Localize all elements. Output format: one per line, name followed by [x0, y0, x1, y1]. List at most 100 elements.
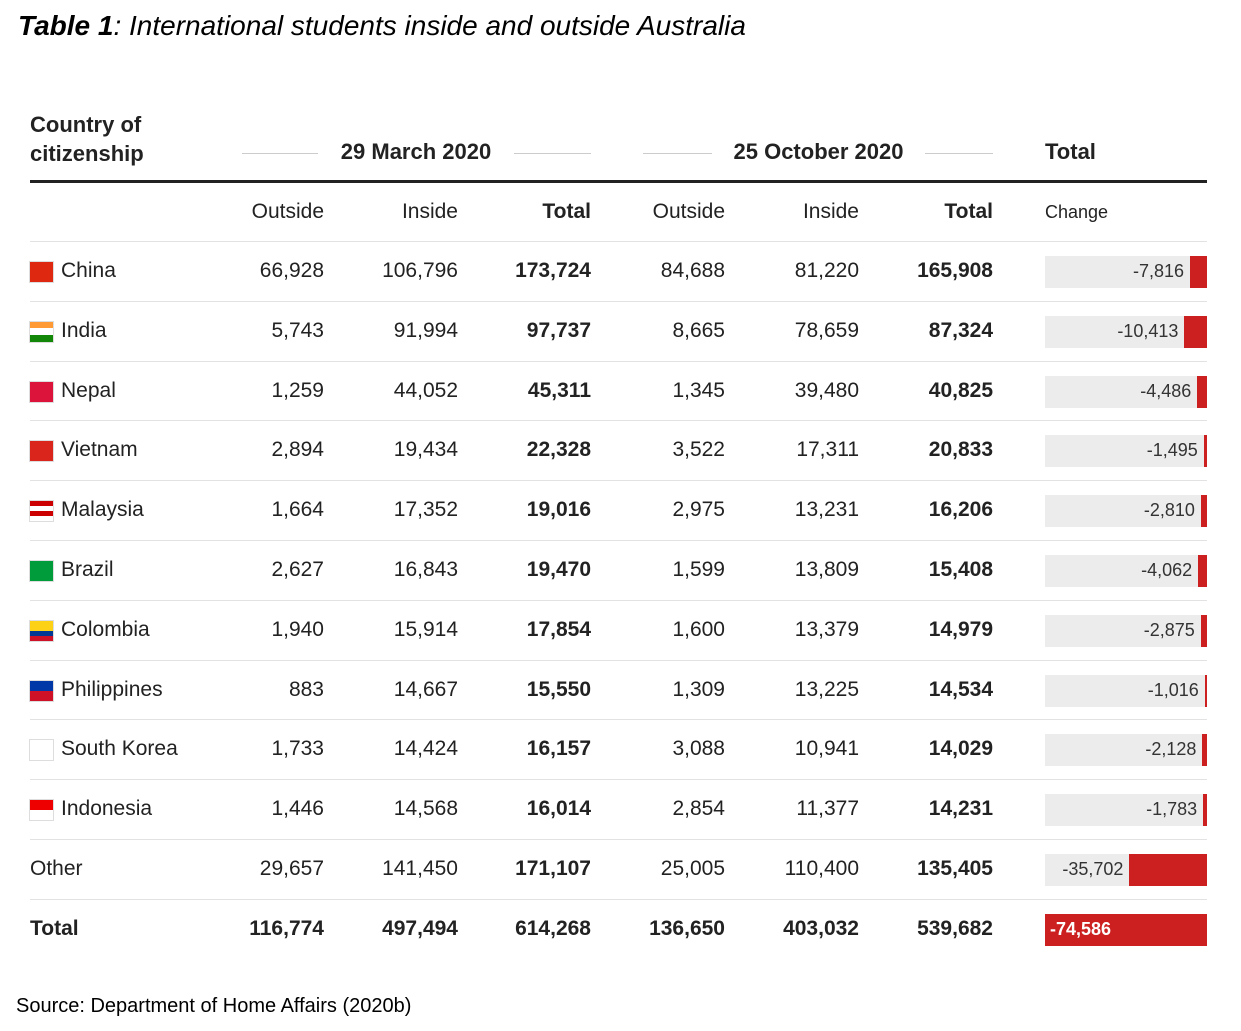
cell: 16,843 — [393, 558, 458, 581]
country: China — [61, 259, 116, 282]
cell: 19,434 — [393, 438, 458, 462]
flag — [30, 501, 53, 522]
change-label: -2,875 — [1143, 619, 1195, 640]
change-cell — [1045, 555, 1207, 587]
change-label: -35,702 — [1062, 859, 1124, 879]
cell: 15,408 — [928, 558, 993, 581]
change-cell — [1045, 435, 1207, 468]
flag — [30, 381, 53, 402]
cell: 1,664 — [271, 498, 324, 522]
cell: 15,550 — [526, 677, 591, 701]
row-rule — [30, 480, 1207, 482]
flag-stripe — [30, 800, 53, 811]
cell: 1,940 — [271, 617, 324, 641]
cell: 2,627 — [271, 558, 324, 581]
cell: 44,052 — [393, 378, 458, 402]
cell: 17,311 — [796, 438, 859, 462]
cell: 1,309 — [672, 677, 725, 701]
cell: 40,825 — [928, 378, 993, 402]
column-header: Inside — [401, 200, 458, 223]
country: South Korea — [61, 737, 178, 761]
cell: 1,259 — [271, 378, 324, 402]
flag-stripe — [30, 441, 53, 462]
change-bar — [1203, 435, 1207, 468]
flag-stripe — [30, 506, 53, 512]
cell: 16,014 — [526, 797, 591, 821]
cell: 2,854 — [672, 797, 725, 821]
flag — [30, 262, 53, 282]
cell: 8,665 — [672, 318, 725, 342]
change-label: -2,128 — [1145, 739, 1197, 760]
cell: 78,659 — [794, 318, 859, 342]
rule — [643, 153, 712, 154]
cell: 14,534 — [928, 677, 993, 701]
source: Source: Department of Home Affairs (2020… — [16, 995, 412, 1017]
cell: 81,220 — [794, 259, 859, 282]
flag — [30, 740, 53, 761]
flag-stripe — [30, 810, 53, 821]
country: Brazil — [61, 558, 114, 581]
cell: 110,400 — [784, 857, 859, 880]
cell: 17,854 — [526, 617, 591, 641]
column-header: Inside — [802, 200, 859, 223]
country: Colombia — [61, 617, 150, 641]
cell: 614,268 — [515, 916, 591, 940]
rule — [242, 153, 318, 154]
change-bar — [1190, 256, 1207, 288]
flag-stripe — [30, 561, 53, 581]
country: Total — [30, 916, 79, 940]
cell: 173,724 — [515, 259, 591, 282]
cell: 16,157 — [526, 737, 591, 761]
change-bar — [1198, 555, 1207, 587]
change-bar — [1204, 674, 1207, 707]
row-rule — [30, 599, 1207, 601]
cell: 13,379 — [794, 617, 859, 641]
flag-stripe — [30, 690, 53, 701]
cell: 1,599 — [672, 558, 725, 581]
cell: 1,600 — [672, 617, 725, 641]
cell: 141,450 — [382, 857, 458, 880]
row-rule — [30, 300, 1207, 302]
country: Vietnam — [61, 438, 138, 462]
change-cell — [1045, 734, 1207, 767]
cell: 19,016 — [526, 498, 591, 522]
cell: 14,568 — [393, 797, 458, 821]
change-label: -1,495 — [1146, 440, 1198, 461]
flag — [30, 321, 53, 342]
cell: 165,908 — [917, 259, 993, 282]
cell: 2,894 — [271, 438, 324, 462]
flag-stripe — [30, 635, 53, 641]
column-header: Change — [1045, 202, 1109, 222]
cell: 1,446 — [271, 797, 324, 821]
column-header: Outside — [652, 200, 725, 223]
cell: 84,688 — [660, 259, 725, 282]
flag-stripe — [30, 680, 53, 691]
cell: 14,979 — [928, 617, 993, 641]
cell: 66,928 — [259, 259, 324, 282]
flag-stripe — [30, 740, 53, 761]
change-bar — [1184, 315, 1207, 348]
cell: 11,377 — [796, 797, 859, 821]
cell: 1,733 — [271, 737, 324, 761]
cell: 87,324 — [928, 318, 993, 342]
row-rule — [30, 540, 1207, 541]
cell: 97,737 — [526, 318, 591, 342]
header-rule — [30, 180, 1207, 183]
total-header: Total — [1045, 139, 1096, 164]
cell: 25,005 — [660, 857, 725, 880]
cell: 22,328 — [526, 438, 591, 462]
title-text: : International students inside and outs… — [113, 10, 746, 41]
country: India — [61, 318, 107, 342]
cell: 539,682 — [917, 916, 993, 940]
cell: 14,231 — [928, 797, 993, 821]
rule — [514, 153, 591, 154]
change-label: -10,413 — [1117, 320, 1179, 341]
change-bar — [1045, 913, 1207, 946]
cell: 135,405 — [917, 857, 993, 880]
flag-stripe — [30, 620, 53, 626]
title: Table 1: International students inside a… — [18, 10, 746, 42]
row-rule — [30, 779, 1207, 781]
country: Indonesia — [61, 797, 153, 821]
flag-stripe — [30, 321, 53, 329]
